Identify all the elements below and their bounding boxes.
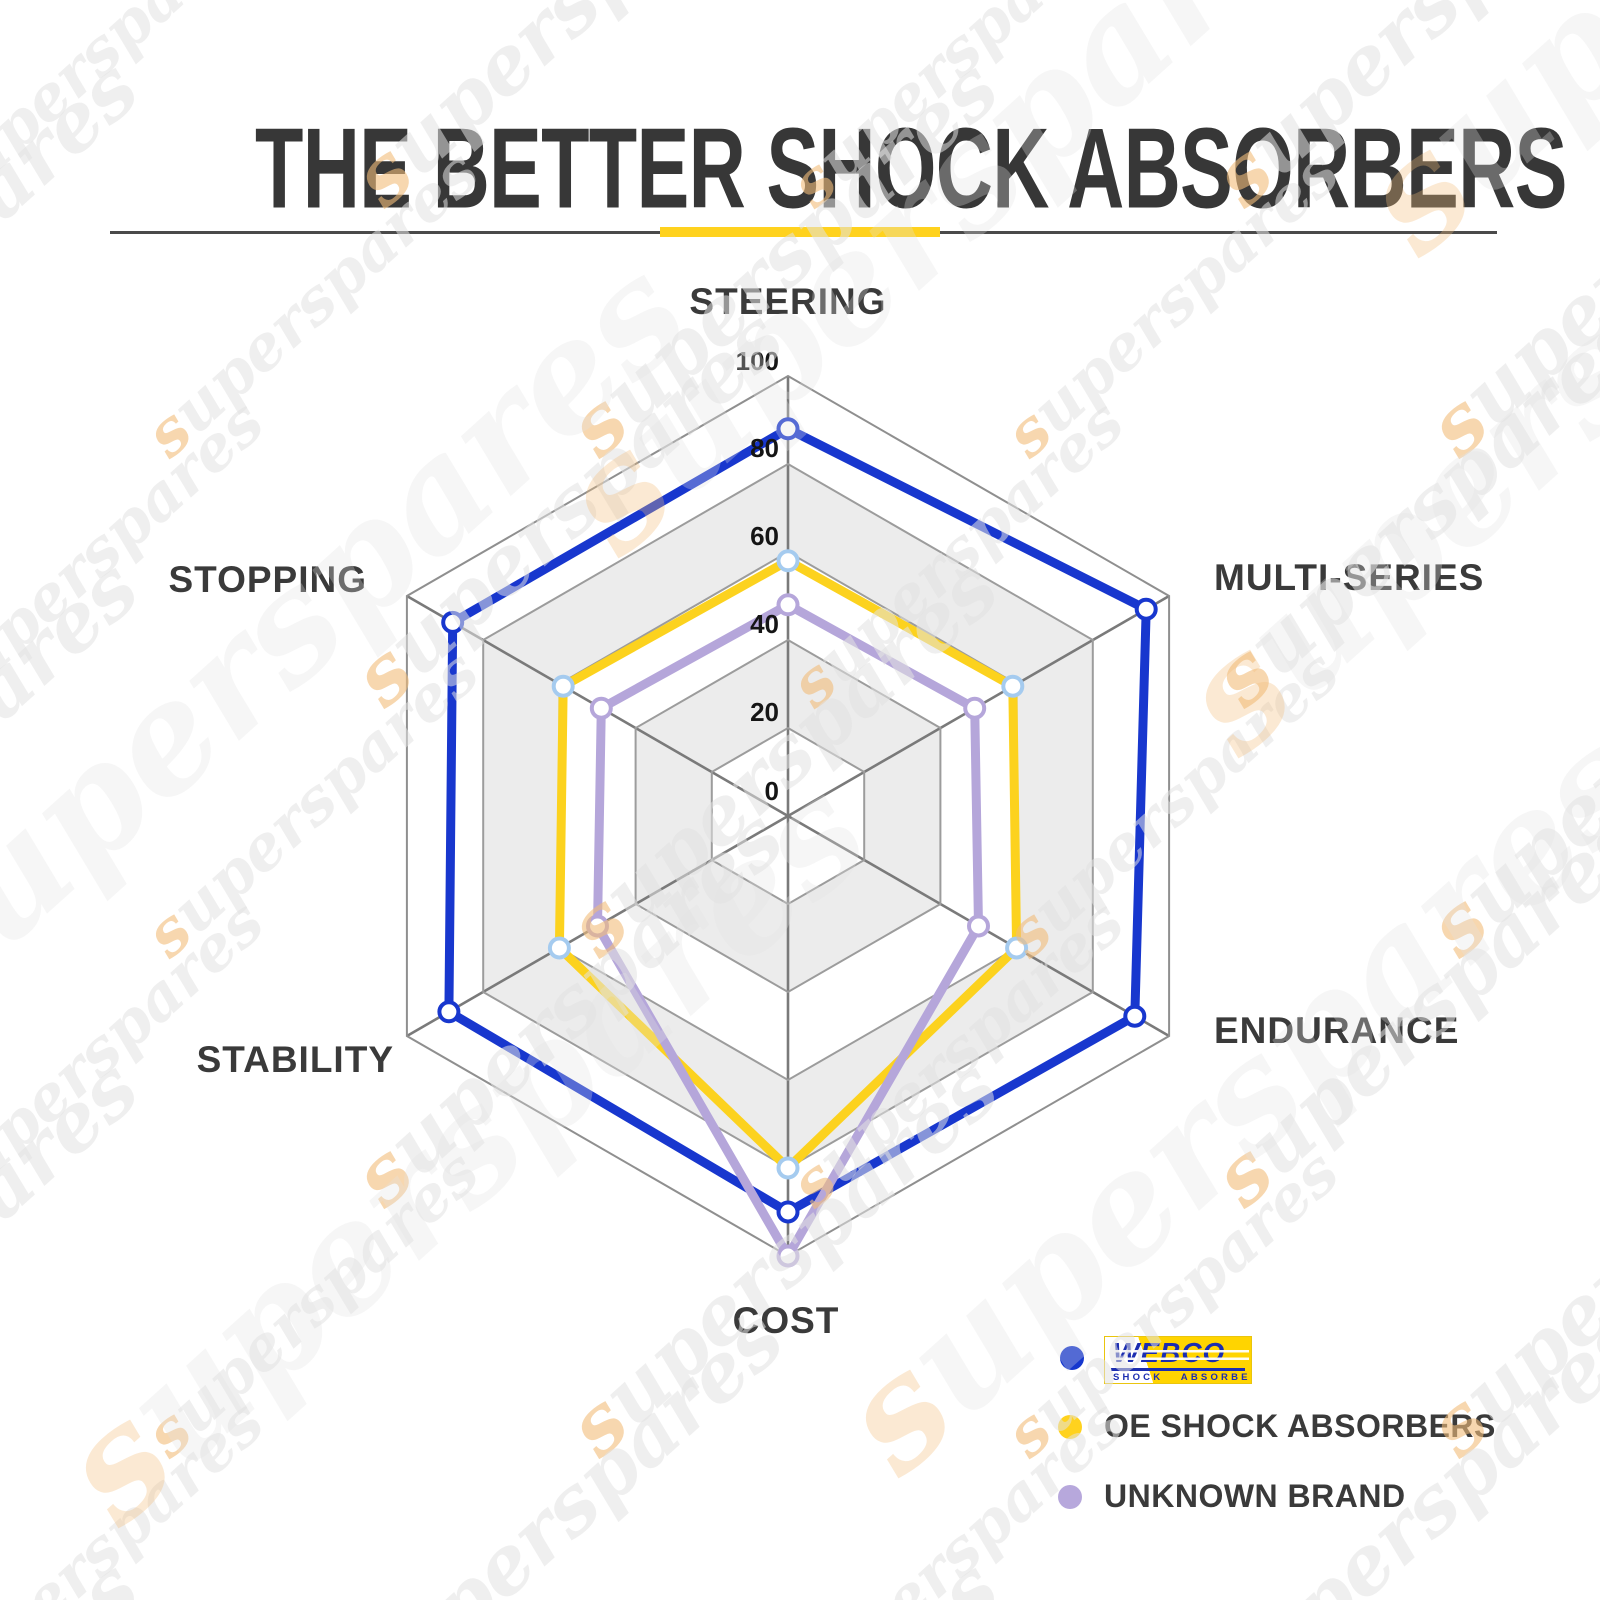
data-point-marker-oe-shock-absorbers (1001, 674, 1025, 698)
radar-ring (634, 638, 942, 994)
data-point-marker-unknown-brand (776, 593, 800, 617)
tick-label-40: 40 (750, 609, 779, 639)
title-divider-accent (660, 227, 940, 237)
data-point-marker-oe-shock-absorbers (776, 1156, 800, 1180)
axis-label-cost: COST (733, 1300, 840, 1341)
data-point-marker-oe-shock-absorbers (547, 936, 571, 960)
page-title: THE BETTER SHOCK ABSORBERS (255, 104, 1567, 233)
data-point-marker-webco (441, 610, 465, 634)
data-point-marker-oe-shock-absorbers (776, 549, 800, 573)
legend-label-unknown: UNKNOWN BRAND (1104, 1478, 1406, 1514)
data-point-marker-unknown-brand (967, 914, 990, 938)
data-point-marker-unknown-brand (586, 914, 609, 938)
data-point-marker-unknown-brand (776, 1244, 800, 1268)
tick-label-20: 20 (750, 697, 779, 727)
radar-ring (710, 726, 866, 906)
tick-label-60: 60 (750, 521, 779, 551)
tick-label-100: 100 (736, 346, 779, 376)
data-point-marker-webco (776, 417, 800, 441)
webco-logo-stripes (1107, 1345, 1249, 1365)
axis-label-stability: STABILITY (197, 1039, 394, 1080)
data-point-marker-webco (1123, 1004, 1147, 1028)
axis-label-endurance: ENDURANCE (1214, 1010, 1459, 1051)
tick-label-0: 0 (765, 776, 779, 806)
axis-label-steering: STEERING (689, 281, 886, 322)
data-point-marker-unknown-brand (963, 696, 987, 720)
legend-swatch-oe (1058, 1415, 1082, 1439)
data-point-marker-webco (437, 1000, 461, 1024)
axis-label-multi-series: MULTI-SERIES (1214, 557, 1484, 598)
legend-label-oe: OE SHOCK ABSORBERS (1104, 1408, 1496, 1444)
tick-label-80: 80 (750, 433, 779, 463)
webco-logo: WEBCO SHOCK ABSORBER (1104, 1336, 1252, 1384)
webco-logo-rule (1111, 1368, 1245, 1371)
webco-logo-subtitle: SHOCK ABSORBER (1113, 1372, 1252, 1383)
data-point-marker-oe-shock-absorbers (551, 674, 575, 698)
axis-label-stopping: STOPPING (168, 559, 367, 600)
legend-swatch-webco (1060, 1346, 1084, 1370)
data-point-marker-webco (776, 1200, 800, 1224)
legend-swatch-unknown (1058, 1485, 1082, 1509)
header: THE BETTER SHOCK ABSORBERS (0, 111, 1600, 225)
data-point-marker-webco (1134, 597, 1158, 621)
data-point-marker-oe-shock-absorbers (1005, 936, 1029, 960)
data-point-marker-unknown-brand (589, 696, 613, 720)
